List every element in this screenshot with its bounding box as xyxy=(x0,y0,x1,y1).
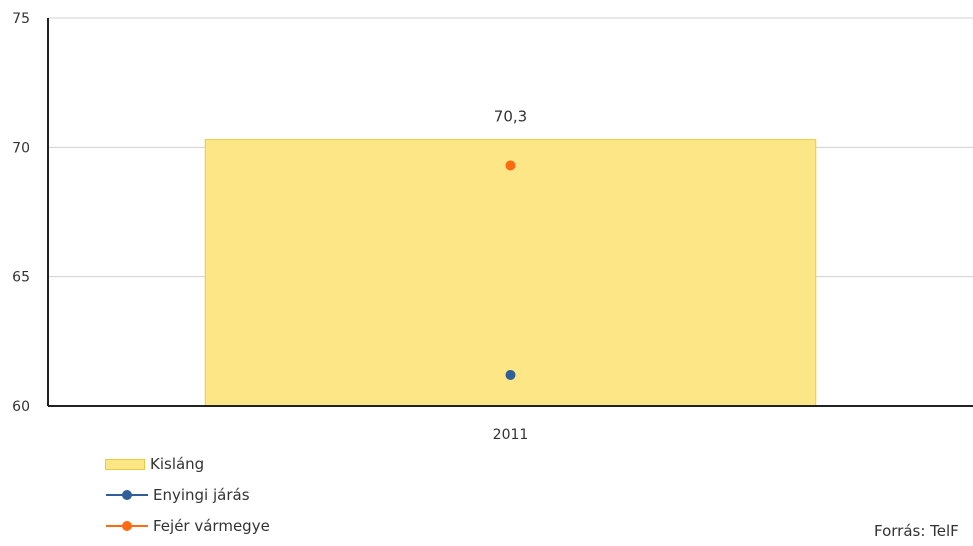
legend-item-enyingi-jaras: Enyingi járás xyxy=(105,483,270,507)
legend-swatch-line xyxy=(106,490,148,500)
legend-swatch-bar xyxy=(105,458,145,470)
y-tick-label: 75 xyxy=(12,11,30,27)
legend-item-fejer-varmegye: Fejér vármegye xyxy=(105,514,270,538)
series-point xyxy=(505,369,516,380)
y-tick-label: 65 xyxy=(12,270,30,286)
y-tick-label: 70 xyxy=(12,140,30,156)
legend-label: Enyingi járás xyxy=(153,486,250,504)
bar-data-label: 70,3 xyxy=(494,108,527,126)
legend-label: Fejér vármegye xyxy=(153,517,270,535)
legend-swatch-line xyxy=(106,521,148,531)
y-tick-label: 60 xyxy=(12,399,30,415)
legend-item-kislang: Kisláng xyxy=(105,452,270,476)
chart-legend: Kisláng Enyingi járás Fejér vármegye xyxy=(105,452,270,545)
bar xyxy=(204,139,817,407)
series-point xyxy=(505,160,516,171)
legend-label: Kisláng xyxy=(150,455,205,473)
x-tick-label: 2011 xyxy=(493,427,529,443)
source-note: Forrás: TelF xyxy=(874,522,959,540)
